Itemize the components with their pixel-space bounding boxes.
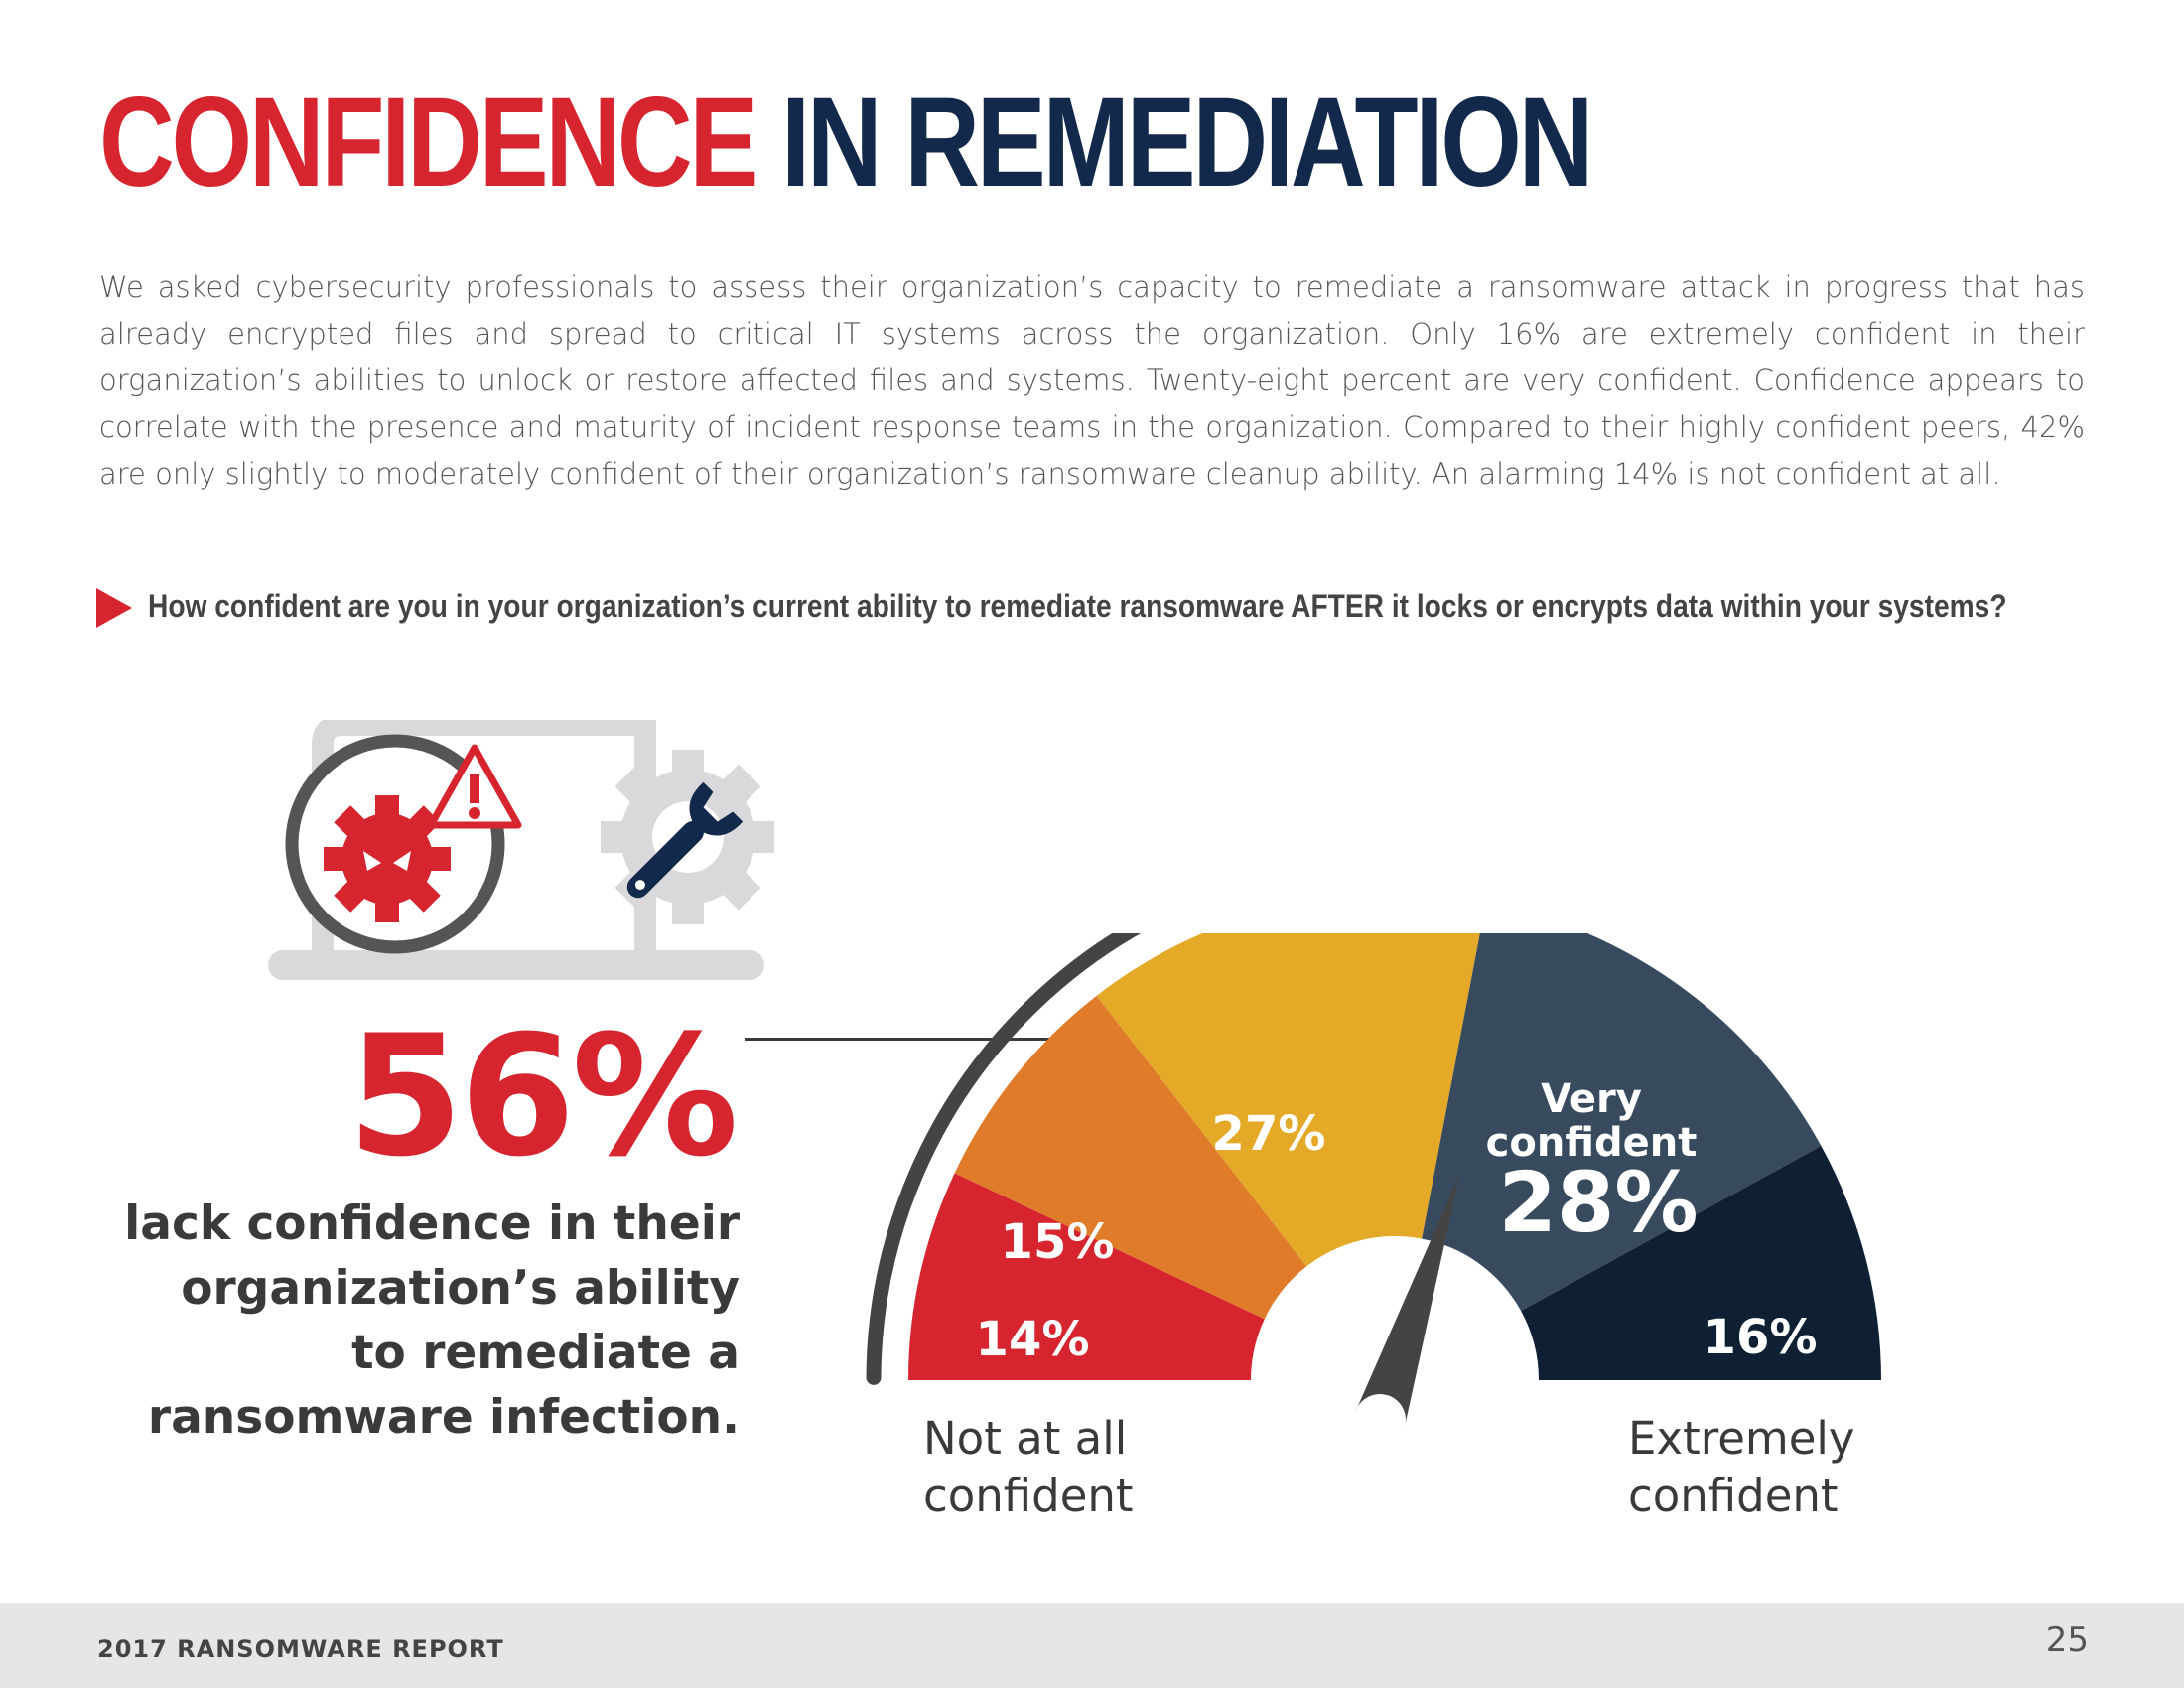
segment-value-3: 27% — [1212, 1106, 1326, 1162]
question-text: How confident are you in your organizati… — [148, 588, 2007, 624]
intro-paragraph: We asked cybersecurity professionals to … — [99, 270, 2085, 491]
warning-icon — [427, 744, 522, 829]
axis-label-left: Not at all confident — [923, 1412, 1134, 1522]
gauge-segment-4 — [1422, 933, 1822, 1312]
connector-line — [745, 1038, 1082, 1041]
segment-value-2: 15% — [1001, 1214, 1115, 1270]
segment-value-1: 14% — [976, 1312, 1090, 1367]
gauge-segment-1 — [908, 1173, 1265, 1380]
survey-question: How confident are you in your organizati… — [96, 584, 2121, 628]
title-part-red: CONFIDENCE — [99, 71, 758, 213]
laptop-icon — [268, 720, 774, 980]
page-number: 25 — [2045, 1620, 2089, 1660]
gauge-segment-5 — [1521, 1145, 1881, 1380]
page-footer: 2017 RANSOMWARE REPORT 25 — [0, 1603, 2184, 1688]
gauge-needle — [1355, 1174, 1460, 1429]
report-title: 2017 RANSOMWARE REPORT — [97, 1635, 504, 1663]
gauge-segment-3 — [1096, 933, 1480, 1267]
segment-value-4: 28% — [1498, 1154, 1698, 1251]
play-arrow-icon — [96, 588, 132, 628]
headline-description: lack confidence in their organization’s … — [124, 1196, 740, 1445]
gauge-outer-arc — [866, 933, 1142, 1385]
gauge-segment-2 — [954, 995, 1307, 1320]
segment-title-confident: confident — [1486, 1120, 1698, 1166]
page-title: CONFIDENCE IN REMEDIATION — [99, 79, 1593, 207]
segment-value-5: 16% — [1704, 1310, 1818, 1365]
gear-wrench-icon — [601, 750, 774, 924]
axis-label-right: Extremely confident — [1628, 1412, 1855, 1522]
headline-percentage: 56% — [346, 999, 739, 1194]
title-part-navy: IN REMEDIATION — [781, 71, 1593, 213]
segment-title-very: Very — [1541, 1076, 1642, 1122]
